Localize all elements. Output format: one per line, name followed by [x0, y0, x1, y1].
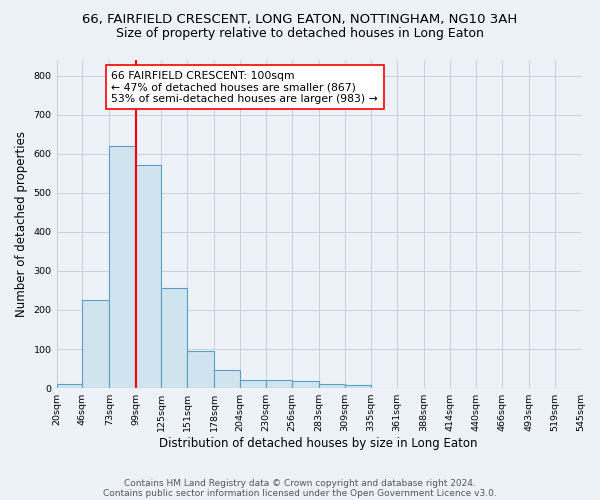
- Bar: [266, 380, 292, 388]
- X-axis label: Distribution of detached houses by size in Long Eaton: Distribution of detached houses by size …: [159, 437, 478, 450]
- Bar: [292, 382, 319, 388]
- Text: 66, FAIRFIELD CRESCENT, LONG EATON, NOTTINGHAM, NG10 3AH: 66, FAIRFIELD CRESCENT, LONG EATON, NOTT…: [82, 12, 518, 26]
- Bar: [345, 385, 371, 388]
- Text: Contains HM Land Registry data © Crown copyright and database right 2024.: Contains HM Land Registry data © Crown c…: [124, 478, 476, 488]
- Text: Size of property relative to detached houses in Long Eaton: Size of property relative to detached ho…: [116, 28, 484, 40]
- Bar: [109, 146, 136, 388]
- Text: Contains public sector information licensed under the Open Government Licence v3: Contains public sector information licen…: [103, 488, 497, 498]
- Text: 66 FAIRFIELD CRESCENT: 100sqm
← 47% of detached houses are smaller (867)
53% of : 66 FAIRFIELD CRESCENT: 100sqm ← 47% of d…: [112, 70, 378, 104]
- Bar: [240, 380, 266, 388]
- Bar: [214, 370, 240, 388]
- Y-axis label: Number of detached properties: Number of detached properties: [15, 131, 28, 317]
- Bar: [136, 166, 161, 388]
- Bar: [161, 288, 187, 388]
- Bar: [56, 384, 82, 388]
- Bar: [319, 384, 345, 388]
- Bar: [82, 300, 109, 388]
- Bar: [187, 351, 214, 388]
